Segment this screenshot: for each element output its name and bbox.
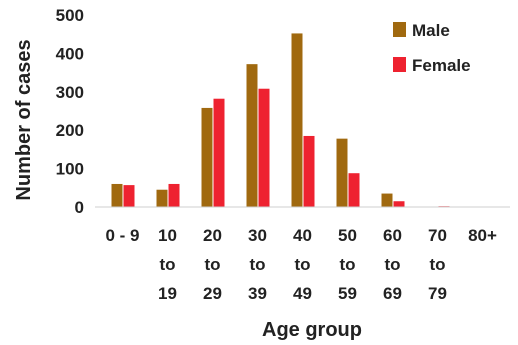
bar-male	[156, 189, 168, 207]
bar-female	[348, 173, 360, 207]
legend-swatch-male	[393, 22, 406, 37]
x-tick-label: 49	[293, 284, 312, 303]
bar-female	[393, 201, 405, 207]
legend-swatch-female	[393, 57, 406, 72]
y-tick-label: 400	[56, 44, 84, 63]
bar-female	[123, 185, 135, 207]
x-tick-label: 39	[248, 284, 267, 303]
bars	[111, 33, 450, 207]
x-tick-label: to	[429, 255, 445, 274]
x-axis-label: Age group	[262, 319, 362, 341]
x-tick-label: 10	[158, 226, 177, 245]
x-tick-label: to	[339, 255, 355, 274]
x-tick-label: 79	[428, 284, 447, 303]
bar-male	[381, 193, 393, 207]
bar-male	[201, 107, 213, 207]
legend: Male Female	[393, 21, 471, 75]
x-tick-label: to	[384, 255, 400, 274]
y-axis-label: Number of cases	[13, 39, 35, 200]
x-tick-label: 60	[383, 226, 402, 245]
y-tick-label: 500	[56, 6, 84, 25]
x-tick-label: 69	[383, 284, 402, 303]
x-tick-label: 70	[428, 226, 447, 245]
x-tick-label: 80+	[468, 226, 497, 245]
bar-male	[291, 33, 303, 207]
x-tick-label: to	[249, 255, 265, 274]
x-tick-label: 29	[203, 284, 222, 303]
legend-label-male: Male	[412, 21, 450, 40]
bar-female	[303, 135, 315, 207]
x-tick-label: 40	[293, 226, 312, 245]
y-axis-ticks: 0 100 200 300 400 500	[56, 6, 84, 217]
y-tick-label: 0	[75, 198, 84, 217]
y-tick-label: 100	[56, 160, 84, 179]
bar-female	[213, 98, 225, 207]
bar-male	[336, 138, 348, 207]
y-tick-label: 300	[56, 83, 84, 102]
bar-female	[168, 183, 180, 207]
bar-male	[111, 183, 123, 207]
x-tick-label: 50	[338, 226, 357, 245]
x-tick-label: 30	[248, 226, 267, 245]
y-tick-label: 200	[56, 121, 84, 140]
x-tick-label: 0 - 9	[105, 226, 139, 245]
x-tick-label: 59	[338, 284, 357, 303]
bar-male	[246, 64, 258, 207]
x-axis-categories: 0 - 9 10 to 19 20 to 29 30 to 39 40 to 49 50 to 59 60 to 6…	[105, 226, 497, 303]
x-tick-label: to	[294, 255, 310, 274]
x-tick-label: to	[204, 255, 220, 274]
x-tick-label: 20	[203, 226, 222, 245]
bar-female	[258, 88, 270, 207]
x-tick-label: 19	[158, 284, 177, 303]
x-tick-label: to	[159, 255, 175, 274]
legend-label-female: Female	[412, 56, 471, 75]
